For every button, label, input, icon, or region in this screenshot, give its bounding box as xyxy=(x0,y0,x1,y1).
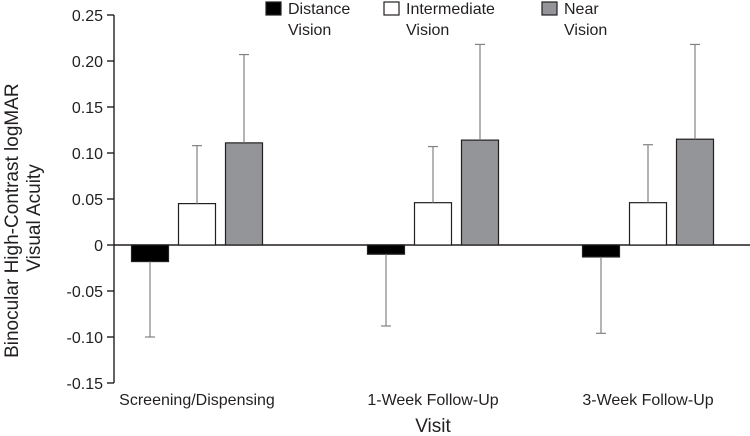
legend-label: Intermediate xyxy=(406,1,495,18)
y-tick-label: 0.15 xyxy=(72,100,103,117)
legend-label: Vision xyxy=(406,22,449,39)
y-tick-label: -0.05 xyxy=(67,284,104,301)
bar-near-3 xyxy=(675,138,715,246)
y-axis-title-line-2: Visual Acuity xyxy=(24,164,45,272)
y-tick-label: 0 xyxy=(94,238,103,255)
bar-distance-3 xyxy=(581,244,621,258)
legend-label: Vision xyxy=(564,22,607,39)
y-tick-label: 0.10 xyxy=(72,146,103,163)
x-tick-label: 3-Week Follow-Up xyxy=(582,392,713,409)
bar-near-1 xyxy=(224,142,264,246)
x-tick-label: Screening/Dispensing xyxy=(119,392,275,409)
y-axis: 0.25 0.20 0.15 0.10 0.05 0 -0.05 -0.10 -0.15 xyxy=(67,8,115,393)
bar-intermediate-1 xyxy=(177,203,217,246)
y-tick-label: -0.10 xyxy=(67,330,104,347)
legend-label: Vision xyxy=(288,22,331,39)
x-axis: Screening/Dispensing 1-Week Follow-Up 3-We… xyxy=(119,392,714,409)
y-tick-label: 0.20 xyxy=(72,54,103,71)
bar-distance-1 xyxy=(130,244,170,263)
bar-group xyxy=(130,138,715,263)
legend-label: Near xyxy=(564,1,599,18)
y-tick-label: 0.05 xyxy=(72,192,103,209)
y-tick-label: -0.15 xyxy=(67,376,104,393)
legend-label: Distance xyxy=(288,1,350,18)
bar-distance-2 xyxy=(366,244,406,255)
bar-near-2 xyxy=(460,139,500,246)
legend-swatch-near xyxy=(541,1,558,16)
x-tick-label: 1-Week Follow-Up xyxy=(367,392,498,409)
bar-intermediate-3 xyxy=(628,202,668,246)
y-tick-label: 0.25 xyxy=(72,8,103,25)
y-axis-title-line-1: Binocular High-Contrast logMAR xyxy=(2,83,23,358)
legend: Distance Vision Intermediate Vision Near Visi… xyxy=(265,1,607,39)
legend-swatch-intermediate xyxy=(383,1,400,16)
y-axis-title: Binocular High-Contrast logMAR Visual Ac… xyxy=(2,78,45,358)
x-axis-title: Visit xyxy=(415,416,451,436)
error-bar-group xyxy=(145,43,700,338)
bar-intermediate-2 xyxy=(413,202,453,246)
legend-swatch-distance xyxy=(265,1,282,16)
